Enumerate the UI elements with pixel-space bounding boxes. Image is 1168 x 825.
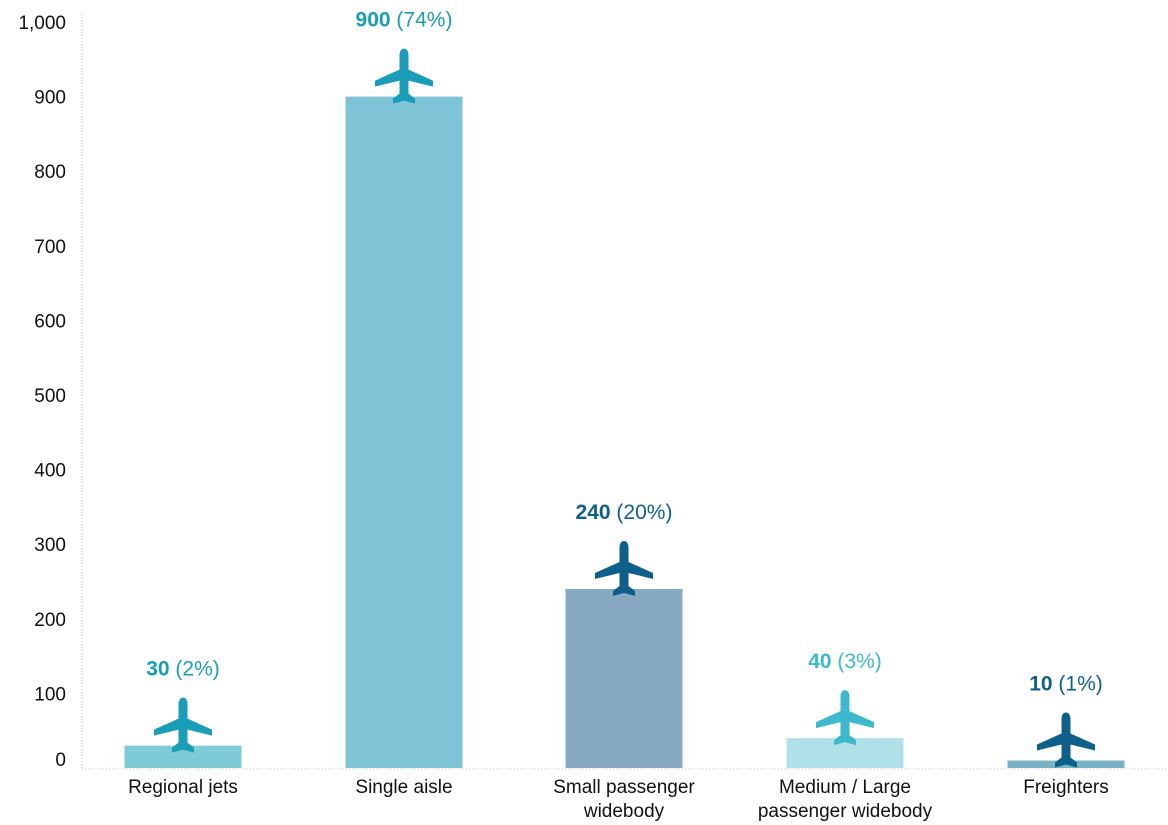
data-label: 10 (1%) <box>1029 673 1103 696</box>
y-tick-label: 1,000 <box>18 13 66 34</box>
bar <box>345 96 463 769</box>
data-label-percent: (1%) <box>1053 673 1103 696</box>
data-label-value: 10 <box>1029 673 1052 696</box>
airplane-icon <box>375 48 433 104</box>
data-label: 900 (74%) <box>356 9 453 32</box>
y-tick-label: 500 <box>34 386 66 407</box>
y-tick-label: 200 <box>34 610 66 631</box>
data-label-value: 240 <box>576 501 611 524</box>
data-label-percent: (20%) <box>611 501 673 524</box>
y-tick-label: 300 <box>34 535 66 556</box>
data-label: 240 (20%) <box>576 501 673 524</box>
x-tick-label: Freighters <box>1023 777 1109 798</box>
airplane-icon <box>154 697 212 753</box>
x-tick-label: Regional jets <box>128 777 238 798</box>
x-tick-label: Small passenger <box>553 777 695 798</box>
y-tick-label: 400 <box>34 461 66 482</box>
labels: 30 (2%) 900 (74%) 240 (20%) 40 (3%) 10 (1%) <box>146 9 1103 768</box>
x-tick-label: Medium / Large <box>779 777 911 798</box>
airplane-icon <box>595 540 653 596</box>
bar <box>565 588 683 768</box>
bars <box>124 96 1125 769</box>
data-label-value: 900 <box>356 9 391 32</box>
x-tick-label: passenger widebody <box>758 801 933 822</box>
data-label-percent: (2%) <box>170 658 220 681</box>
airplane-icon <box>1037 712 1095 768</box>
data-label-value: 30 <box>146 658 169 681</box>
x-tick-label: widebody <box>583 801 665 822</box>
y-tick-label: 800 <box>34 162 66 183</box>
y-tick-label: 700 <box>34 237 66 258</box>
axes: 0 100 200 300 400 500 600 700 800 900 1,000 Regiona… <box>18 13 1166 822</box>
data-label: 30 (2%) <box>146 658 220 681</box>
y-tick-label: 0 <box>55 750 66 771</box>
airplane-icon <box>816 690 874 746</box>
y-tick-label: 100 <box>34 684 66 705</box>
bar <box>786 738 904 768</box>
data-label-value: 40 <box>808 650 831 673</box>
data-label-percent: (74%) <box>391 9 453 32</box>
y-tick-label: 600 <box>34 311 66 332</box>
bar <box>124 745 242 768</box>
x-tick-label: Single aisle <box>355 777 452 798</box>
data-label: 40 (3%) <box>808 650 882 673</box>
y-tick-label: 900 <box>34 88 66 109</box>
data-label-percent: (3%) <box>832 650 882 673</box>
